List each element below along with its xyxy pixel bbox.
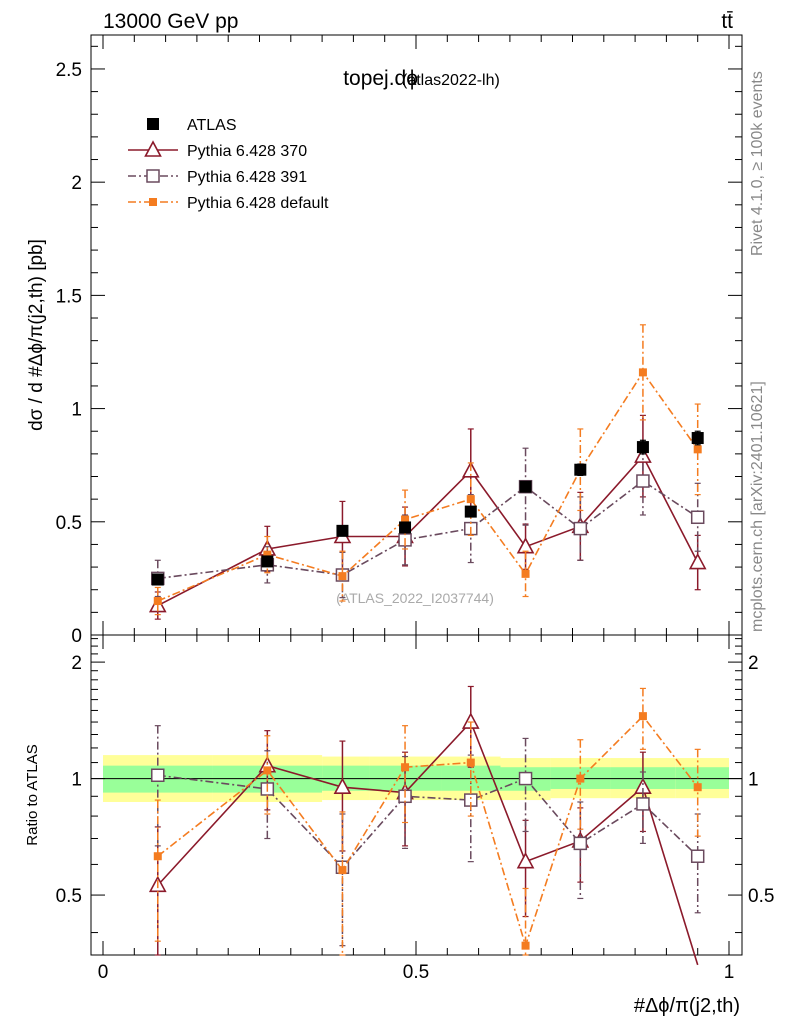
main-series-pythia-6-428-default: [153, 324, 702, 616]
main-data-point: [634, 446, 652, 463]
ratio-data-point: [693, 783, 702, 792]
ratio-data-point: [466, 758, 475, 767]
ratio-data-point: [153, 852, 162, 861]
legend-marker: [144, 140, 162, 157]
main-chart-title: topej.dϕ: [343, 67, 418, 90]
main-data-point: [573, 521, 588, 536]
main-data-point: [521, 569, 530, 578]
main-data-point: [336, 524, 349, 537]
main-y-tick-label: 0: [71, 626, 82, 647]
main-series-atlas: [151, 430, 704, 586]
ratio-y-tick-label-right: 1: [748, 770, 759, 791]
x-tick-label: 1: [724, 962, 735, 983]
main-data-point: [519, 480, 532, 493]
main-data-point: [636, 441, 649, 454]
legend-marker: [147, 118, 159, 130]
x-tick-label: 0: [98, 962, 109, 983]
ratio-data-point: [333, 777, 352, 795]
main-series-group: [148, 324, 707, 620]
main-data-point: [690, 510, 705, 525]
ratio-data-point: [573, 836, 588, 851]
legend-entry-label: ATLAS: [187, 117, 237, 134]
ratio-data-point: [263, 766, 272, 775]
main-data-point: [691, 432, 704, 445]
main-data-point: [466, 495, 475, 504]
main-data-point: [464, 505, 477, 518]
legend-entry-label: Pythia 6.428 370: [187, 143, 307, 160]
main-series-pythia-6-428-370: [148, 414, 707, 620]
ratio-data-point: [518, 771, 533, 786]
ratio-data-point: [576, 774, 585, 783]
legend-entry-label: Pythia 6.428 391: [187, 169, 307, 186]
main-data-point: [151, 573, 164, 586]
ratio-axis-ticks: 0.5 0.5 1 1 2 2 0 0.5 1: [56, 635, 774, 983]
ratio-y-tick-label: 0.5: [56, 886, 82, 907]
x-tick-label: 0.5: [403, 962, 429, 983]
legend: ATLAS Pythia 6.428 370 Pythia 6.428 391 Pyt…: [128, 117, 329, 212]
ratio-series-line: [157, 714, 699, 949]
process-label: tt̄: [721, 10, 733, 33]
main-y-tick-label: 2.5: [56, 60, 82, 81]
main-y-tick-label: 2: [71, 173, 82, 194]
main-data-point: [399, 521, 412, 534]
main-axis-ticks: 0 0.5 1 1.5 2 2.5: [56, 35, 742, 647]
main-data-point: [153, 597, 162, 606]
ratio-series-pythia-6-428-default: [153, 687, 702, 956]
ratio-data-point: [401, 763, 410, 772]
ratio-data-point: [516, 851, 535, 869]
main-panel: 0 0.5 1 1.5 2 2.5 topej.dϕ (atlas2022-lh) (AT…: [26, 34, 743, 647]
main-data-point: [688, 552, 707, 570]
ratio-y-tick-label-right: 0.5: [748, 886, 774, 907]
legend-entry-label: Pythia 6.428 default: [187, 195, 329, 212]
main-series-pythia-6-428-391: [151, 446, 705, 599]
main-y-tick-label: 0.5: [56, 513, 82, 534]
ratio-y-tick-label-right: 2: [748, 653, 759, 674]
mcplots-url-label: mcplots.cern.ch [arXiv:2401.10621]: [749, 381, 766, 632]
main-data-point: [263, 550, 272, 559]
ratio-data-point: [151, 768, 165, 783]
main-series-line: [157, 370, 699, 602]
rivet-version-label: Rivet 4.1.0, ≥ 100k events: [749, 71, 766, 256]
ratio-y-tick-label: 2: [71, 653, 82, 674]
main-data-point: [638, 368, 647, 377]
x-axis-label: #Δϕ/π(j2,th): [634, 995, 740, 1017]
main-data-point: [261, 555, 274, 568]
energy-label: 13000 GeV pp: [103, 10, 238, 33]
ratio-data-point: [638, 712, 647, 721]
main-chart-subtitle: (atlas2022-lh): [402, 72, 500, 89]
ratio-series-group: [148, 685, 705, 966]
main-data-point: [338, 572, 347, 581]
main-series-line: [157, 454, 699, 607]
main-data-point: [636, 474, 650, 488]
ratio-data-point: [690, 849, 705, 863]
ratio-y-tick-label: 1: [71, 770, 82, 791]
main-data-point: [693, 445, 702, 454]
main-watermark: (ATLAS_2022_I2037744): [336, 590, 494, 606]
main-data-point: [401, 515, 410, 524]
ratio-data-point: [636, 797, 650, 811]
legend-marker: [149, 198, 157, 206]
ratio-data-point: [338, 866, 347, 875]
main-y-axis-label: dσ / d #Δϕ/π(j2,th) [pb]: [26, 239, 47, 431]
ratio-y-axis-label: Ratio to ATLAS: [24, 744, 41, 845]
main-data-point: [574, 463, 587, 476]
main-y-tick-label: 1: [71, 400, 82, 421]
legend-marker: [146, 169, 160, 183]
main-data-point: [516, 537, 535, 554]
main-y-tick-label: 1.5: [56, 286, 82, 307]
ratio-series-pythia-6-428-370: [148, 685, 699, 966]
ratio-panel: 0.5 0.5 1 1 2 2 0 0.5 1 Ratio to ATLAS #Δϕ/π(j2,…: [24, 634, 774, 1017]
ratio-data-point: [521, 941, 530, 950]
